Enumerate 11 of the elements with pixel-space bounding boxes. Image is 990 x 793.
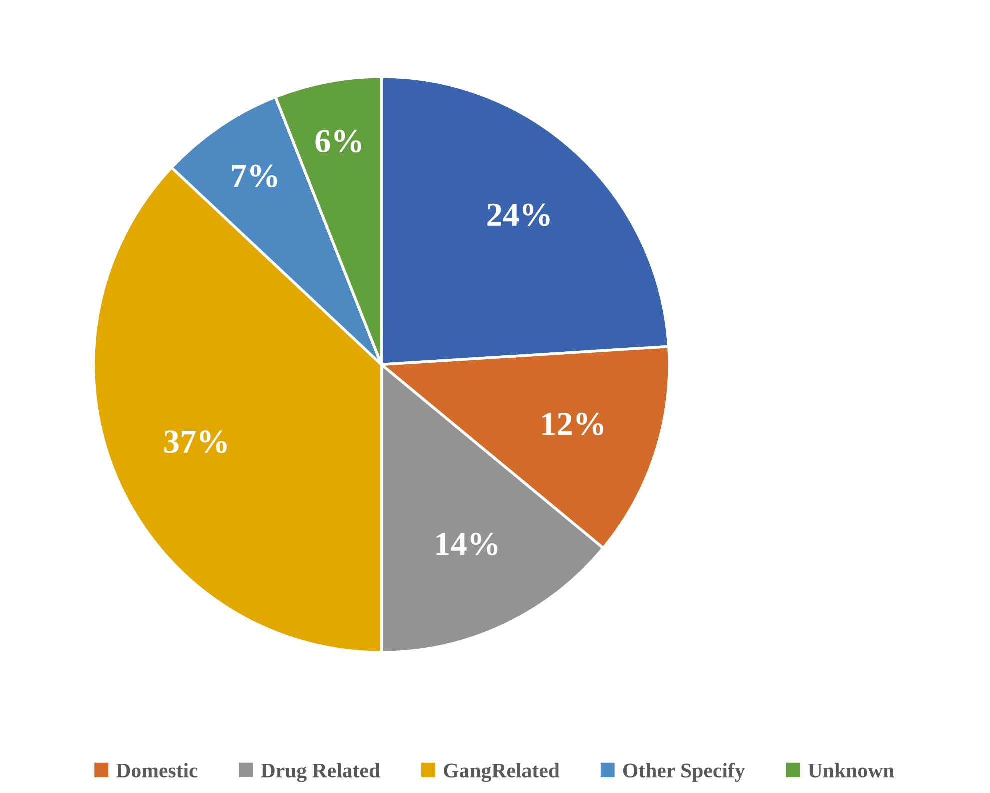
data-label: 12% (542, 412, 604, 436)
legend-label: Other Specify (623, 762, 746, 782)
data-label: 37% (164, 430, 227, 454)
legend-label: Domestic (116, 763, 198, 778)
data-label: 14% (436, 532, 498, 556)
legend-label: Drug Related (261, 763, 380, 782)
legend-label: GangRelated (444, 763, 560, 782)
legend-label: Unknown (808, 763, 894, 778)
data-label: 7% (232, 164, 278, 188)
data-label: 6% (316, 130, 362, 153)
data-label: 24% (488, 204, 550, 226)
